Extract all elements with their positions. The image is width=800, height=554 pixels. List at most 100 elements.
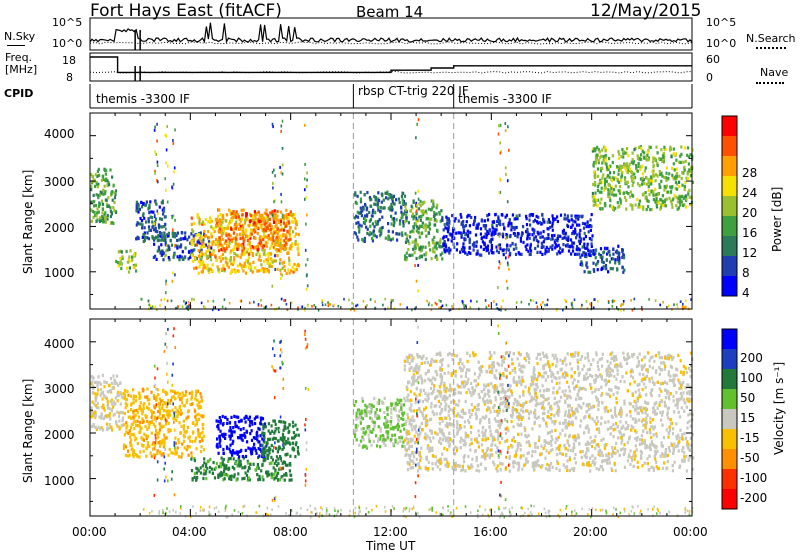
power-panel-cell — [132, 265, 135, 269]
velocity-panel-cell — [296, 449, 299, 453]
velocity-panel-cell — [110, 402, 114, 406]
velocity-panel-cell — [228, 421, 231, 425]
power-panel-ground-cell — [463, 303, 465, 307]
power-panel-cell — [578, 252, 581, 256]
velocity-panel-cell — [288, 462, 291, 466]
power-panel-cell — [194, 257, 197, 261]
power-panel-cell — [242, 246, 245, 250]
power-panel-cell — [151, 216, 154, 220]
velocity-panel-cell — [182, 393, 185, 398]
power-panel-cell — [156, 249, 159, 253]
velocity-panel-cell — [244, 420, 247, 424]
velocity-panel-cell — [261, 448, 264, 452]
velocity-panel-cell — [181, 442, 184, 446]
power-panel-cell — [594, 161, 597, 165]
velocity-panel-cell — [157, 441, 160, 445]
power-panel-cell — [245, 250, 248, 254]
power-panel-cell — [361, 237, 364, 242]
velocity-ytick-1000: 1000 — [44, 474, 75, 488]
power-panel-cell — [490, 248, 493, 253]
power-panel-cell — [276, 240, 279, 244]
velocity-panel-cell — [396, 414, 399, 418]
power-panel-cell — [285, 224, 288, 228]
power-panel-cell — [190, 253, 193, 257]
plot-title: Fort Hays East (fitACF) — [90, 1, 282, 21]
velocity-panel-cell — [177, 395, 180, 399]
velocity-panel-cell — [216, 442, 219, 446]
power-panel-cell — [419, 245, 423, 249]
power-panel-cell — [210, 240, 213, 244]
velocity-panel-cell — [141, 412, 144, 416]
power-panel-cell — [266, 241, 269, 245]
power-panel-cell — [652, 156, 655, 161]
power-panel-cell — [382, 198, 385, 202]
velocity-panel-cell — [225, 464, 228, 468]
power-panel-cell — [445, 215, 448, 219]
velocity-panel-cell — [137, 415, 140, 419]
power-panel-cell — [181, 257, 184, 261]
power-panel-cell — [689, 174, 692, 178]
power-panel-cell — [405, 208, 408, 212]
velocity-panel-cell — [141, 408, 144, 412]
velocity-panel-cell — [359, 421, 362, 425]
power-panel-cell — [171, 231, 174, 235]
power-panel-cell — [596, 268, 599, 272]
power-panel-cell — [485, 235, 488, 240]
velocity-panel-cell — [399, 429, 402, 433]
power-panel-cell — [526, 227, 529, 232]
power-panel-cell — [539, 231, 542, 235]
power-panel-cell — [498, 243, 501, 247]
power-panel-cell — [420, 255, 423, 259]
power-panel-cell — [587, 230, 590, 234]
xtick-4: 16:00 — [473, 525, 508, 539]
velocity-panel-cell — [126, 449, 130, 453]
power-panel-cell — [432, 199, 435, 203]
power-panel-cell — [258, 254, 261, 258]
power-panel-cell — [575, 236, 578, 240]
velocity-panel-cell — [286, 441, 289, 445]
power-panel-cell — [559, 246, 562, 250]
power-panel-ground-cell — [589, 302, 591, 306]
power-panel-cell — [289, 237, 292, 241]
velocity-panel-cell — [108, 384, 111, 388]
power-panel-cell — [200, 270, 203, 274]
velocity-panel-cell — [223, 435, 226, 439]
power-panel-cell — [254, 216, 257, 220]
power-panel-ground-cell — [187, 305, 189, 308]
power-panel-cell — [254, 213, 257, 217]
power-panel-cell — [482, 247, 485, 251]
power-panel-cell — [497, 216, 500, 220]
power-panel-cell — [111, 175, 114, 179]
power-panel-cell — [478, 253, 481, 257]
velocity-panel-cell — [241, 477, 244, 481]
power-panel-cell — [284, 233, 287, 237]
power-panel-cell — [631, 183, 634, 187]
velocity-panel-cell — [277, 457, 280, 461]
power-panel-cell — [258, 220, 261, 224]
power-panel-ground-cell — [461, 300, 464, 303]
power-panel-cell — [271, 260, 274, 264]
power-panel-cell — [267, 252, 270, 256]
velocity-panel-cell — [230, 415, 233, 419]
velocity-panel-cell — [287, 426, 290, 430]
power-panel-streak-cell — [507, 255, 510, 259]
power-panel-cell — [612, 188, 616, 192]
power-panel-cell — [415, 241, 418, 245]
velocity-panel-cell — [397, 414, 400, 418]
power-panel-cell — [532, 220, 535, 224]
power-panel-cell — [518, 252, 521, 256]
power-panel-cell — [594, 191, 597, 195]
velocity-panel-cell — [203, 461, 206, 465]
power-panel-streak-cell — [281, 147, 284, 150]
power-panel-cell — [656, 163, 659, 168]
power-panel-cell — [616, 257, 619, 262]
power-panel-ground-cell — [313, 304, 315, 307]
velocity-panel-cell — [97, 425, 100, 429]
power-panel-cell — [167, 244, 170, 248]
velocity-panel-cell — [158, 405, 161, 409]
power-panel-streak-cell — [304, 163, 306, 166]
velocity-panel-cell — [150, 390, 153, 394]
velocity-panel-cell — [220, 465, 223, 469]
power-panel-cell — [240, 266, 244, 270]
velocity-panel-cell — [195, 471, 198, 475]
